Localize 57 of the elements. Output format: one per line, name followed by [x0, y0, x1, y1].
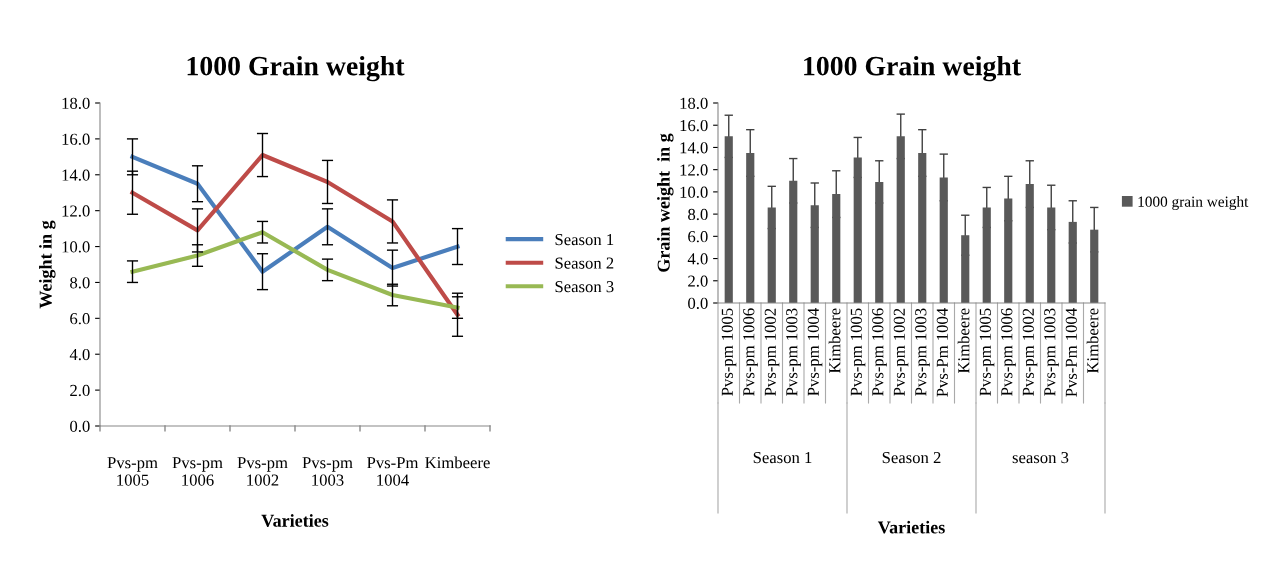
- x-tick-label: Pvs-pm 1006: [872, 308, 887, 396]
- y-tick-label: 4.0: [69, 348, 90, 361]
- y-tick-label: 16.0: [62, 133, 90, 145]
- y-tick-label: 12.0: [680, 164, 708, 176]
- x-tick-label: Pvs-pm 1006: [172, 457, 223, 486]
- x-tick-label: Pvs-pm 1003: [786, 308, 801, 396]
- x-tick-label: Pvs-pm 1002: [764, 308, 780, 396]
- x-tick-label: Pvs-pm 1005: [107, 457, 158, 486]
- x-tick-label: Pvs-Pm 1004: [1065, 308, 1077, 397]
- y-tick-label: 10.0: [62, 241, 90, 253]
- x-axis-title: Varieties: [261, 514, 329, 527]
- y-tick-label: 18.0: [680, 97, 708, 110]
- y-tick-label: 0.0: [70, 420, 90, 433]
- legend-label: Season 1: [555, 233, 614, 246]
- x-tick-label: Pvs-pm 1006: [743, 308, 758, 396]
- y-tick-label: 6.0: [70, 313, 90, 325]
- text: season 3: [1012, 451, 1069, 464]
- x-tick-label: Kimbeere: [957, 308, 970, 374]
- y-tick-label: 14.0: [680, 142, 708, 154]
- y-tick-label: 8.0: [70, 277, 90, 289]
- y-tick-label: 6.0: [688, 231, 708, 243]
- x-tick-label: Pvs-pm 1005: [721, 308, 737, 396]
- x-tick-label: Pvs-pm 1006: [1001, 308, 1016, 396]
- y-tick-label: 16.0: [680, 119, 708, 132]
- y-tick-label: 2.0: [70, 384, 90, 397]
- y-tick-label: 10.0: [680, 186, 708, 198]
- y-tick-label: 8.0: [688, 208, 708, 221]
- x-tick-label: Kimbeere: [425, 456, 490, 469]
- y-tick-label: 0.0: [688, 297, 708, 310]
- x-tick-label: Pvs-pm 1002: [1022, 308, 1038, 396]
- legend-label: Season 3: [555, 281, 614, 293]
- y-tick-label: 2.0: [688, 275, 708, 287]
- y-tick-label: 4.0: [687, 253, 708, 265]
- legend-label: 1000 grain weight: [1138, 196, 1249, 210]
- chart-title: 1000 Grain weight: [187, 55, 405, 82]
- x-tick-label: Pvs-pm 1004: [807, 308, 823, 396]
- x-tick-label: Pvs-Pm 1004: [367, 457, 419, 486]
- text: Season 1: [753, 451, 812, 464]
- x-tick-label: Pvs-pm 1003: [915, 308, 930, 396]
- x-tick-label: Kimbeere: [1086, 308, 1099, 374]
- x-tick-label: Pvs-pm 1005: [850, 308, 866, 396]
- y-axis-title: Weight in g: [39, 220, 56, 309]
- x-axis-title: Varieties: [877, 520, 945, 534]
- legend-label: Season 2: [555, 257, 614, 269]
- x-tick-label: Pvs-pm 1005: [979, 308, 995, 396]
- x-tick-label: Pvs-pm 1002: [893, 308, 909, 396]
- x-tick-label: Pvs-pm 1002: [237, 457, 288, 486]
- x-tick-label: Pvs-Pm 1004: [936, 308, 948, 397]
- x-tick-label: Kimbeere: [828, 308, 841, 374]
- y-tick-label: 18.0: [62, 97, 90, 110]
- text: Season 2: [882, 451, 941, 464]
- y-tick-label: 14.0: [62, 169, 90, 181]
- y-tick-label: 12.0: [62, 205, 90, 217]
- y-axis-title: Grain weight in g: [657, 133, 674, 272]
- chart-title: 1000 Grain weight: [804, 55, 1021, 82]
- x-tick-label: Pvs-pm 1003: [1044, 308, 1059, 396]
- x-tick-label: Pvs-pm 1003: [302, 457, 353, 486]
